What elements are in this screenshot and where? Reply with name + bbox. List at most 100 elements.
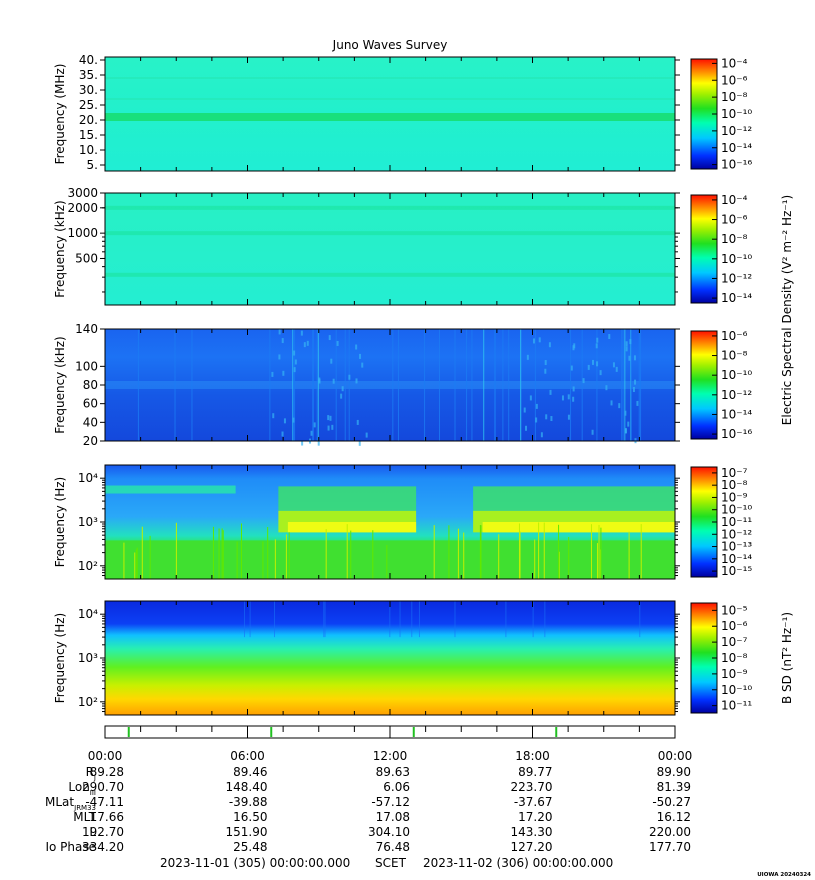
y-tick-label: 15. xyxy=(79,128,98,142)
burst-spot xyxy=(591,429,594,435)
y-tick-label: 100 xyxy=(75,359,98,373)
burst-spot xyxy=(282,370,285,376)
burst-spot xyxy=(540,432,543,438)
emission-envelope xyxy=(278,486,417,511)
colorbar-tick-label: 10⁻⁸ xyxy=(721,651,748,665)
y-tick-label: 40. xyxy=(79,53,98,67)
colorbar-tick-label: 10⁻¹⁴ xyxy=(721,407,752,421)
ephemeris-value: 89.28 xyxy=(90,765,124,779)
ephemeris-value: 76.48 xyxy=(376,840,410,854)
burst-spot xyxy=(538,337,541,343)
burst-spot xyxy=(359,353,362,359)
burst-spot xyxy=(355,344,358,350)
burst-spot xyxy=(281,338,284,344)
emission-envelope xyxy=(473,486,675,511)
burst-spot xyxy=(318,377,321,383)
colorbar-tick-label: 10⁻⁸ xyxy=(721,478,748,492)
colorbar-tick-label: 10⁻⁶ xyxy=(721,73,748,87)
burst-spot xyxy=(629,339,632,345)
ephemeris-value: 81.39 xyxy=(657,780,691,794)
y-tick-label: 5. xyxy=(87,158,98,172)
y-tick-label: 20. xyxy=(79,113,98,127)
ephemeris-value: 16.50 xyxy=(233,810,267,824)
faint-band xyxy=(105,205,675,210)
burst-spot xyxy=(281,431,284,437)
intense-core xyxy=(482,522,675,533)
y-axis-label: Frequency (MHz) xyxy=(53,64,67,165)
y-axis-label: Frequency (kHz) xyxy=(53,200,67,297)
burst-spot xyxy=(332,378,335,384)
burst-spot xyxy=(582,378,585,384)
burst-spot xyxy=(313,422,316,428)
ephemeris-value: 17.08 xyxy=(376,810,410,824)
burst-spot xyxy=(596,361,599,367)
panel-Hz_B: 10⁴ 10³ 10² Frequency (Hz) 10⁻⁵ 10⁻⁶ 10⁻⁷ 10⁻⁸ 1… xyxy=(53,600,794,716)
colorbar-tick-label: 10⁻¹⁰ xyxy=(721,683,752,697)
colorbar-tick-label: 10⁻⁴ xyxy=(721,56,748,70)
burst-spot xyxy=(293,350,296,356)
y-tick-label: 10³ xyxy=(78,651,98,665)
panel-MHz: 5.10.15.20.25.30.35.40. Frequency (MHz) 10… xyxy=(53,53,752,172)
burst-spot xyxy=(610,400,613,406)
burst-spot xyxy=(595,343,598,349)
ephemeris-value: 148.40 xyxy=(226,780,268,794)
y-tick-label: 40 xyxy=(83,415,98,429)
time-tick-label: 06:00 xyxy=(230,749,265,763)
burst-spot xyxy=(625,341,628,347)
burst-spot xyxy=(361,362,364,368)
colorbar-tick-label: 10⁻¹⁰ xyxy=(721,252,752,266)
burst-spot xyxy=(596,337,599,343)
ephemeris-label: Io Phase xyxy=(45,840,96,854)
burst-spot xyxy=(532,338,535,344)
faint-band xyxy=(105,272,675,277)
burst-spot xyxy=(612,362,615,368)
burst-spot xyxy=(358,440,361,446)
y-tick-label: 20 xyxy=(83,434,98,448)
y-tick-label: 30. xyxy=(79,83,98,97)
colorbar-tick-label: 10⁻¹³ xyxy=(721,540,752,554)
burst-spot xyxy=(628,355,631,361)
burst-spot xyxy=(608,334,611,340)
colorbar-tick-label: 10⁻⁶ xyxy=(721,329,748,343)
ephemeris-value: 89.90 xyxy=(657,765,691,779)
burst-spot xyxy=(272,413,275,419)
shared-colorbar-label: Electric Spectral Density (V² m⁻² Hz⁻¹) xyxy=(780,195,794,425)
burst-spot xyxy=(549,389,552,395)
ephemeris-value: -47.11 xyxy=(85,795,124,809)
footer-scet-label: SCET xyxy=(375,856,407,870)
footer-start-time: 2023-11-01 (305) 00:00:00.000 xyxy=(160,856,350,870)
ephemeris-value: 127.20 xyxy=(511,840,553,854)
burst-spot xyxy=(599,370,602,376)
ephemeris-value: 220.00 xyxy=(649,825,691,839)
colorbar-tick-label: 10⁻⁵ xyxy=(721,603,748,617)
burst-spot xyxy=(525,425,528,431)
burst-spot xyxy=(523,407,526,413)
colorbar-tick-label: 10⁻¹⁰ xyxy=(721,107,752,121)
y-tick-label: 60 xyxy=(83,397,98,411)
colorbar-tick-label: 10⁻¹⁶ xyxy=(721,158,752,172)
burst-spot xyxy=(535,403,538,409)
intense-core xyxy=(287,522,417,533)
y-tick-label: 10³ xyxy=(78,515,98,529)
panel-Hz_E: 10⁴ 10³ 10² Frequency (Hz) 10⁻⁷10⁻⁸10⁻⁹10⁻¹⁰… xyxy=(53,464,752,580)
burst-spot xyxy=(625,346,628,352)
burst-spot xyxy=(587,364,590,370)
burst-spot xyxy=(632,387,635,393)
colorbar-tick-label: 10⁻⁶ xyxy=(721,213,748,227)
y-tick-label: 500 xyxy=(75,251,98,265)
burst-spot xyxy=(336,340,339,346)
colorbar-tick-label: 10⁻¹⁰ xyxy=(721,503,752,517)
burst-spot xyxy=(330,358,333,364)
y-axis-label: Frequency (kHz) xyxy=(53,336,67,433)
colorbar-tick-label: 10⁻⁷ xyxy=(721,635,748,649)
ephemeris-value: 177.70 xyxy=(649,840,691,854)
colorbar-tick-label: 10⁻¹² xyxy=(721,527,752,541)
y-tick-label: 10. xyxy=(79,143,98,157)
panel-kHz_low: 140 100 80 60 40 20 Frequency (kHz) 10⁻⁶ 10⁻⁸ 10⁻… xyxy=(53,322,752,448)
ephemeris-value: 304.10 xyxy=(368,825,410,839)
burst-spot xyxy=(300,330,303,336)
y-tick-label: 1000 xyxy=(67,226,98,240)
time-tick-label: 12:00 xyxy=(373,749,408,763)
burst-spot xyxy=(329,415,332,421)
burst-spot xyxy=(292,417,295,423)
